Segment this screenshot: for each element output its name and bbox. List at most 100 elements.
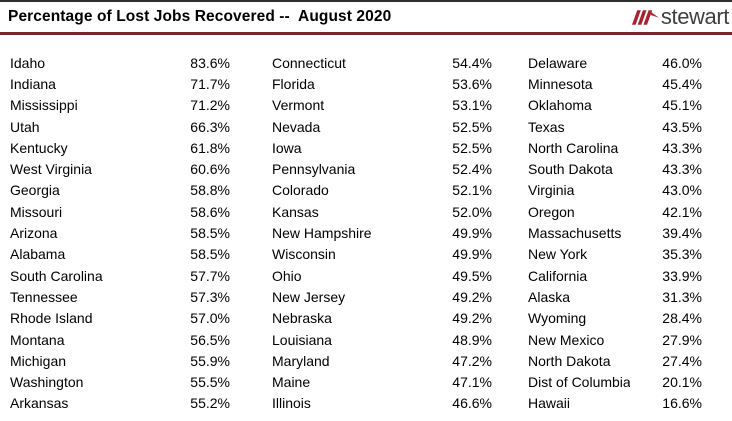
state-value: 49.9% <box>452 246 492 263</box>
table-row: Nevada 52.5% <box>272 116 492 137</box>
table-row: Florida 53.6% <box>272 73 492 94</box>
state-name: Kansas <box>272 203 319 220</box>
state-name: Indiana <box>10 75 56 92</box>
state-value: 47.2% <box>452 352 492 369</box>
table-row: Texas 43.5% <box>528 116 702 137</box>
table-row: Oklahoma 45.1% <box>528 95 702 116</box>
state-name: Colorado <box>272 182 329 199</box>
table-row: Minnesota 45.4% <box>528 73 702 94</box>
table-row: Montana 56.5% <box>10 329 230 350</box>
table-row: Maryland 47.2% <box>272 350 492 371</box>
state-name: New Mexico <box>528 331 605 348</box>
state-name: North Dakota <box>528 352 611 369</box>
table-row: Hawaii 16.6% <box>528 393 702 414</box>
state-name: Washington <box>10 374 84 391</box>
state-value: 42.1% <box>662 203 702 220</box>
state-name: Nebraska <box>272 310 332 327</box>
state-name: Ohio <box>272 267 302 284</box>
report-header: Percentage of Lost Jobs Recovered -- Aug… <box>0 2 732 35</box>
table-row: North Dakota 27.4% <box>528 350 702 371</box>
state-value: 47.1% <box>452 374 492 391</box>
state-value: 58.8% <box>190 182 230 199</box>
table-column-2: Connecticut 54.4% Florida 53.6% Vermont 53.1%… <box>272 52 492 414</box>
state-value: 55.5% <box>190 374 230 391</box>
state-value: 31.3% <box>662 288 702 305</box>
state-name: Maryland <box>272 352 330 369</box>
table-row: Kansas 52.0% <box>272 201 492 222</box>
state-name: Virginia <box>528 182 575 199</box>
state-name: Arkansas <box>10 395 69 412</box>
state-name: North Carolina <box>528 139 619 156</box>
state-name: West Virginia <box>10 161 92 178</box>
table-row: Colorado 52.1% <box>272 180 492 201</box>
state-name: Minnesota <box>528 75 593 92</box>
state-value: 48.9% <box>452 331 492 348</box>
table-row: Ohio 49.5% <box>272 265 492 286</box>
state-value: 49.9% <box>452 225 492 242</box>
table-row: New Jersey 49.2% <box>272 286 492 307</box>
table-row: North Carolina 43.3% <box>528 137 702 158</box>
table-row: California 33.9% <box>528 265 702 286</box>
table-row: New Hampshire 49.9% <box>272 222 492 243</box>
state-value: 53.6% <box>452 75 492 92</box>
state-name: Idaho <box>10 54 46 71</box>
state-value: 56.5% <box>190 331 230 348</box>
state-value: 58.5% <box>190 225 230 242</box>
state-value: 58.5% <box>190 246 230 263</box>
state-value: 58.6% <box>190 203 230 220</box>
table-row: Indiana 71.7% <box>10 73 230 94</box>
state-name: Dist of Columbia <box>528 374 630 391</box>
state-value: 52.0% <box>452 203 492 220</box>
state-name: Kentucky <box>10 139 68 156</box>
state-value: 28.4% <box>662 310 702 327</box>
state-value: 54.4% <box>452 54 492 71</box>
stewart-logo: stewart <box>631 6 729 28</box>
state-value: 35.3% <box>662 246 702 263</box>
state-value: 27.9% <box>662 331 702 348</box>
table-row: Dist of Columbia 20.1% <box>528 371 702 392</box>
state-name: Mississippi <box>10 97 78 114</box>
state-name: Tennessee <box>10 288 78 305</box>
stewart-slashes-icon <box>631 9 659 25</box>
table-row: Missouri 58.6% <box>10 201 230 222</box>
state-value: 55.9% <box>190 352 230 369</box>
state-name: Vermont <box>272 97 325 114</box>
table-column-1: Idaho 83.6% Indiana 71.7% Mississippi 71.2% Ut… <box>10 52 230 414</box>
state-name: Delaware <box>528 54 588 71</box>
table-row: Pennsylvania 52.4% <box>272 158 492 179</box>
table-row: Delaware 46.0% <box>528 52 702 73</box>
state-value: 45.1% <box>662 97 702 114</box>
state-name: Missouri <box>10 203 63 220</box>
state-name: Alabama <box>10 246 66 263</box>
state-value: 43.0% <box>662 182 702 199</box>
state-value: 57.7% <box>190 267 230 284</box>
state-value: 43.3% <box>662 161 702 178</box>
table-row: Nebraska 49.2% <box>272 308 492 329</box>
state-value: 43.5% <box>662 118 702 135</box>
table-row: Washington 55.5% <box>10 371 230 392</box>
state-value: 71.2% <box>190 97 230 114</box>
page-title: Percentage of Lost Jobs Recovered -- Aug… <box>8 8 392 25</box>
table-row: Massachusetts 39.4% <box>528 222 702 243</box>
table-row: Idaho 83.6% <box>10 52 230 73</box>
state-name: Wisconsin <box>272 246 336 263</box>
state-name: Texas <box>528 118 565 135</box>
table-row: Georgia 58.8% <box>10 180 230 201</box>
state-value: 66.3% <box>190 118 230 135</box>
state-value: 39.4% <box>662 225 702 242</box>
table-row: Kentucky 61.8% <box>10 137 230 158</box>
table-row: Arkansas 55.2% <box>10 393 230 414</box>
state-value: 33.9% <box>662 267 702 284</box>
recovery-table: Idaho 83.6% Indiana 71.7% Mississippi 71.2% Ut… <box>0 35 732 414</box>
state-name: Utah <box>10 118 40 135</box>
state-name: Michigan <box>10 352 67 369</box>
table-row: Vermont 53.1% <box>272 95 492 116</box>
state-value: 57.3% <box>190 288 230 305</box>
state-name: California <box>528 267 588 284</box>
state-name: Nevada <box>272 118 321 135</box>
table-row: Virginia 43.0% <box>528 180 702 201</box>
state-name: Oklahoma <box>528 97 592 114</box>
table-row: New Mexico 27.9% <box>528 329 702 350</box>
state-name: Hawaii <box>528 395 571 412</box>
